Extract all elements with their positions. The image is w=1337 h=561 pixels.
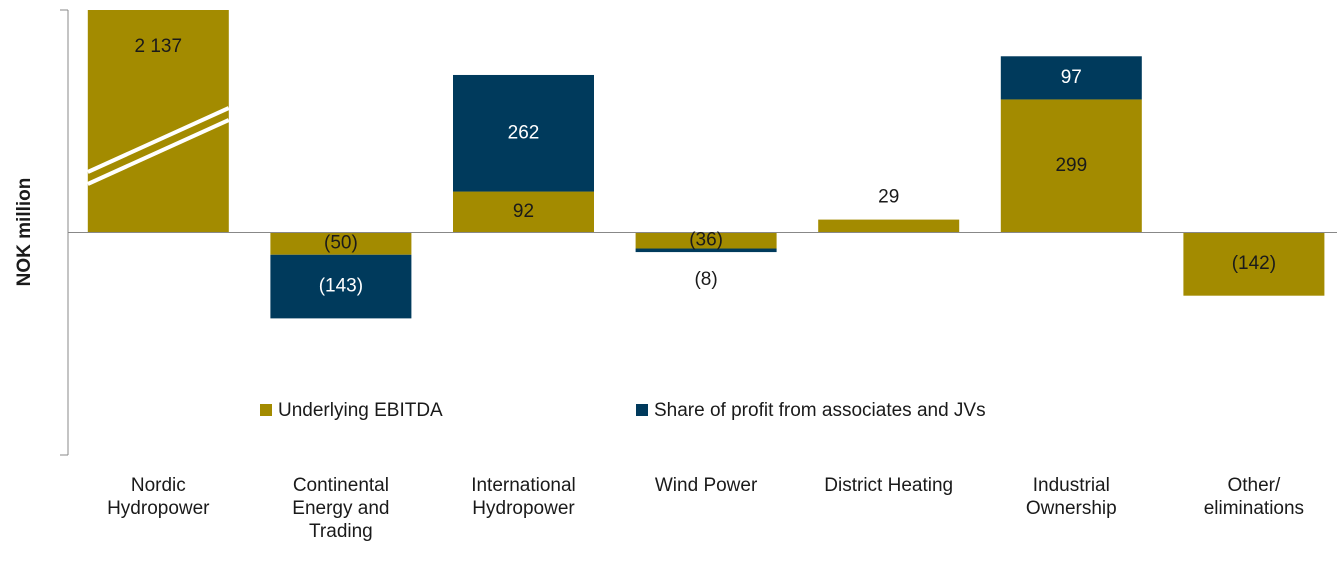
data-label: (36) <box>689 230 723 251</box>
data-label: (8) <box>694 269 717 290</box>
data-label: (143) <box>319 276 363 297</box>
y-axis-label: NOK million <box>14 178 35 287</box>
data-label: 2 137 <box>135 36 183 57</box>
x-tick-label: Wind Power <box>654 475 758 496</box>
bar <box>635 232 777 249</box>
legend-label: Underlying EBITDA <box>278 400 443 421</box>
bar <box>453 74 594 192</box>
data-label: 92 <box>513 201 534 222</box>
data-label: 262 <box>508 122 540 143</box>
bars <box>87 10 1325 319</box>
bar <box>1000 56 1142 100</box>
legend-label: Share of profit from associates and JVs <box>654 400 986 421</box>
data-label: 97 <box>1061 67 1082 88</box>
data-label: 29 <box>878 187 899 208</box>
bar <box>270 254 412 319</box>
x-tick-label: Industrial Ownership <box>1025 475 1117 519</box>
x-tick-label: District Heating <box>824 475 954 496</box>
bar <box>87 10 229 233</box>
bar <box>270 232 412 255</box>
data-label: (142) <box>1232 253 1276 274</box>
legend-swatch <box>260 404 272 416</box>
bar <box>1000 99 1142 233</box>
x-tick-label: Continental Energy and Trading <box>292 475 390 542</box>
x-tick-label: Other/ eliminations <box>1203 475 1305 519</box>
bar <box>818 219 960 233</box>
axis-break <box>86 106 230 174</box>
bar <box>453 191 594 233</box>
data-label: 299 <box>1055 155 1087 176</box>
x-tick-label: International Hydropower <box>471 475 576 519</box>
legend-swatch <box>636 404 648 416</box>
axis-break <box>86 118 230 186</box>
bar <box>635 248 777 253</box>
x-tick-label: Nordic Hydropower <box>107 475 210 519</box>
data-label: (50) <box>324 233 358 254</box>
bar <box>1183 232 1325 296</box>
